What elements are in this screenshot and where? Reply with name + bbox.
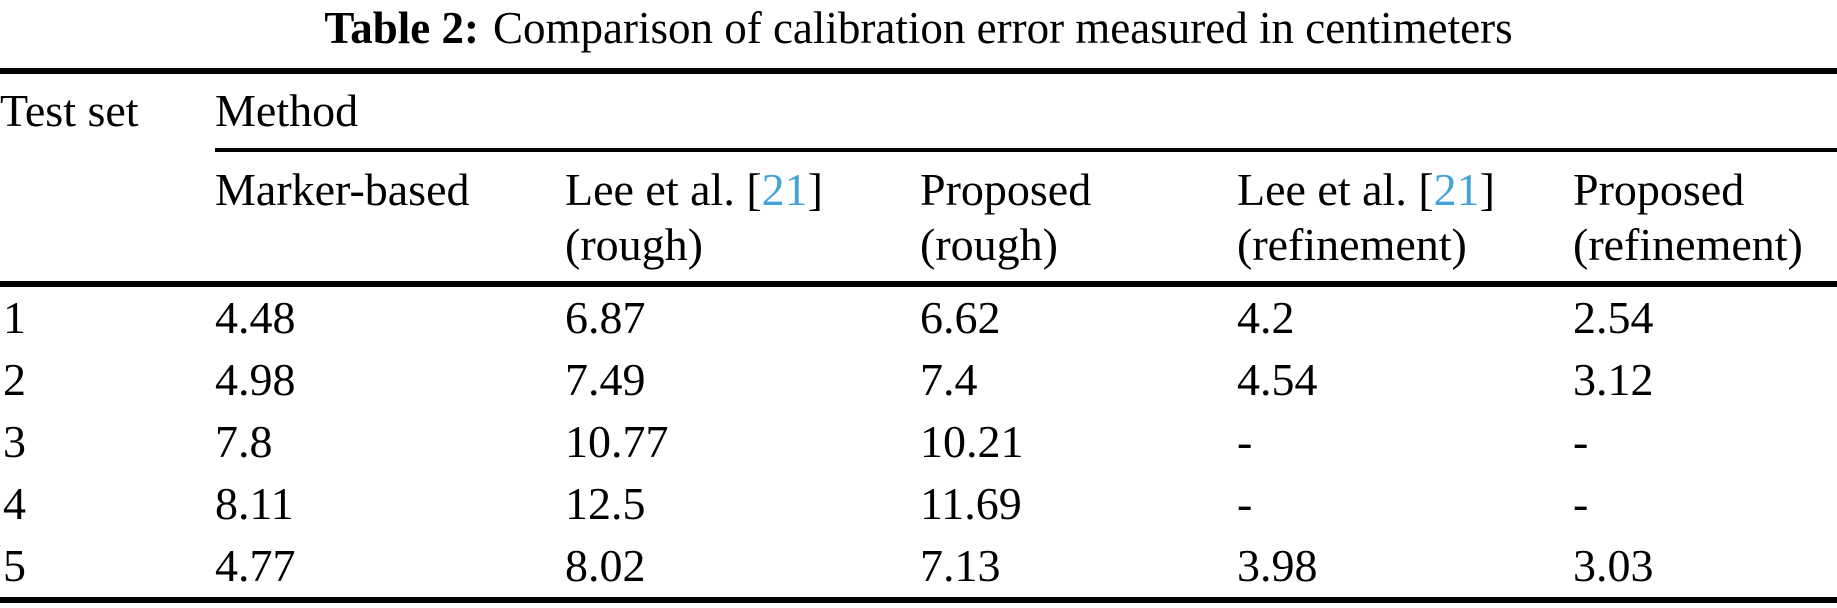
citation-link-21[interactable]: 21 <box>1433 164 1480 215</box>
value-cell: 12.5 <box>565 478 646 529</box>
test-set-number: 1 <box>3 292 26 343</box>
group-header-row: Test set Method <box>0 71 1837 152</box>
value-cell: 10.77 <box>565 416 669 467</box>
group-header-method: Method <box>215 71 1837 152</box>
value-cell: 7.13 <box>920 540 1001 591</box>
column-header-line1: Lee et al. [21] <box>1237 162 1573 217</box>
value-cell: 7.49 <box>565 354 646 405</box>
test-set-number: 2 <box>3 354 26 405</box>
value-cell: 11.69 <box>920 478 1022 529</box>
column-header-proposed-rough: Proposed (rough) <box>920 150 1237 287</box>
value-cell: 4.77 <box>215 540 296 591</box>
column-header-line1: Proposed <box>1573 164 1745 215</box>
test-set-number: 4 <box>3 478 26 529</box>
value-cell: 2.54 <box>1573 292 1654 343</box>
value-cell: 7.8 <box>215 416 273 467</box>
value-cell: - <box>1573 478 1589 529</box>
table-row: 4 8.11 12.5 11.69 - - <box>0 473 1837 535</box>
column-header-line2: (rough) <box>920 219 1058 270</box>
calibration-error-table: Test set Method Marker-based Lee et al. … <box>0 68 1837 603</box>
column-header-line2: (rough) <box>565 219 703 270</box>
value-cell: 4.2 <box>1237 292 1295 343</box>
table-caption-label: Table 2: <box>324 3 479 53</box>
value-cell: 3.03 <box>1573 540 1654 591</box>
value-cell: - <box>1573 416 1589 467</box>
value-cell: 8.11 <box>215 478 294 529</box>
value-cell: 3.98 <box>1237 540 1318 591</box>
value-cell: 10.21 <box>920 416 1024 467</box>
table-caption: Table 2: Comparison of calibration error … <box>0 0 1837 68</box>
table-row: 5 4.77 8.02 7.13 3.98 3.03 <box>0 535 1837 600</box>
value-cell: 7.4 <box>920 354 978 405</box>
column-header-line1: Proposed <box>920 164 1092 215</box>
table-row: 2 4.98 7.49 7.4 4.54 3.12 <box>0 349 1837 411</box>
column-header-line1: Marker-based <box>215 164 470 215</box>
test-set-number: 5 <box>3 540 26 591</box>
column-header-marker-based: Marker-based <box>215 150 565 287</box>
test-set-number: 3 <box>3 416 26 467</box>
column-header-lee-refinement: Lee et al. [21] (refinement) <box>1237 150 1573 287</box>
row-header-test-set: Test set <box>0 85 139 136</box>
value-cell: 8.02 <box>565 540 646 591</box>
column-header-line2: (refinement) <box>1237 219 1467 270</box>
value-cell: 4.54 <box>1237 354 1318 405</box>
citation-link-21[interactable]: 21 <box>761 164 808 215</box>
column-header-text: Lee et al. [ <box>1237 164 1434 215</box>
column-header-proposed-refinement: Proposed (refinement) <box>1573 150 1837 287</box>
table-caption-text: Comparison of calibration error measured… <box>492 3 1513 53</box>
column-header-lee-rough: Lee et al. [21] (rough) <box>565 150 920 287</box>
value-cell: 4.98 <box>215 354 296 405</box>
value-cell: 3.12 <box>1573 354 1654 405</box>
column-header-empty <box>0 150 215 287</box>
column-header-text: ] <box>1479 164 1495 215</box>
value-cell: - <box>1237 478 1253 529</box>
value-cell: 6.87 <box>565 292 646 343</box>
column-header-line1: Lee et al. [21] <box>565 162 920 217</box>
value-cell: - <box>1237 416 1253 467</box>
column-header-row: Marker-based Lee et al. [21] (rough) Pro… <box>0 150 1837 287</box>
column-header-text: ] <box>807 164 823 215</box>
column-header-line2: (refinement) <box>1573 219 1803 270</box>
value-cell: 6.62 <box>920 292 1001 343</box>
value-cell: 4.48 <box>215 292 296 343</box>
table-row: 1 4.48 6.87 6.62 4.2 2.54 <box>0 284 1837 349</box>
table-row: 3 7.8 10.77 10.21 - - <box>0 411 1837 473</box>
column-header-text: Lee et al. [ <box>565 164 762 215</box>
